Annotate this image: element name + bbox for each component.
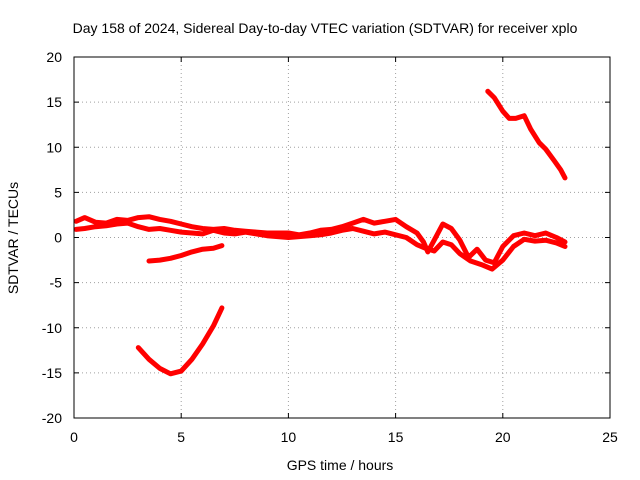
y-tick-label: -5 [50, 275, 63, 291]
series-track-main-upper [73, 214, 568, 266]
x-tick-label: 20 [495, 429, 511, 445]
series-track-dip [135, 305, 225, 377]
y-tick-label: 5 [54, 184, 62, 200]
x-tick-label: 5 [177, 429, 185, 445]
data-series [73, 88, 568, 377]
series-track-short-negative [146, 243, 225, 264]
x-tick-label: 0 [70, 429, 78, 445]
y-tick-label: 10 [46, 139, 62, 155]
x-tick-label: 10 [281, 429, 297, 445]
y-tick-label: -20 [42, 410, 62, 426]
y-tick-label: 0 [54, 230, 62, 246]
y-tick-label: -10 [42, 320, 62, 336]
y-axis-label: SDTVAR / TECUs [5, 182, 21, 294]
y-tick-label: 20 [46, 49, 62, 65]
chart-title: Day 158 of 2024, Sidereal Day-to-day VTE… [73, 20, 578, 36]
series-track-main-lower [73, 220, 568, 272]
x-axis-label: GPS time / hours [287, 457, 394, 473]
x-tick-label: 25 [602, 429, 618, 445]
y-tick-label: 15 [46, 94, 62, 110]
y-tick-label: -15 [42, 365, 62, 381]
tick-labels: 0 5 10 15 20 25 -20 -15 -10 -5 0 5 10 15 20 [42, 49, 618, 445]
series-track-high [485, 88, 568, 181]
x-tick-label: 15 [388, 429, 404, 445]
grid [74, 57, 610, 418]
